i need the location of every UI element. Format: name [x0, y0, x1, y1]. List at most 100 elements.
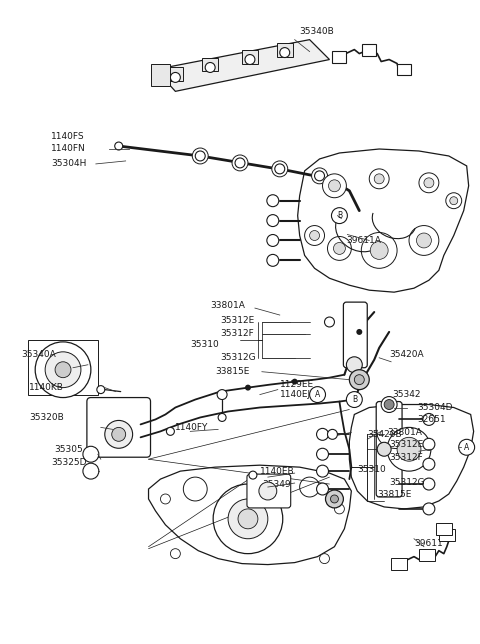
- Polygon shape: [148, 465, 351, 565]
- FancyBboxPatch shape: [343, 302, 367, 368]
- Circle shape: [335, 504, 344, 514]
- Text: 35312G: 35312G: [389, 478, 425, 487]
- Text: B: B: [337, 211, 342, 220]
- Text: 39611: 39611: [414, 539, 443, 548]
- Circle shape: [332, 207, 348, 223]
- Circle shape: [347, 357, 362, 373]
- Text: 1140FY: 1140FY: [175, 423, 209, 432]
- Text: 1129EE: 1129EE: [280, 380, 314, 389]
- Polygon shape: [298, 149, 468, 292]
- Circle shape: [275, 164, 285, 174]
- Circle shape: [361, 232, 397, 269]
- Circle shape: [205, 62, 215, 73]
- Text: 35340A: 35340A: [21, 350, 56, 359]
- Circle shape: [218, 413, 226, 421]
- Circle shape: [349, 370, 369, 390]
- Circle shape: [232, 155, 248, 171]
- Circle shape: [35, 342, 91, 397]
- Text: 35312F: 35312F: [389, 453, 423, 462]
- Text: 39611A: 39611A: [347, 236, 381, 245]
- Bar: [242, 50, 258, 64]
- Circle shape: [267, 194, 279, 207]
- Circle shape: [217, 390, 227, 399]
- Bar: [439, 529, 455, 541]
- Text: B: B: [352, 395, 357, 404]
- Circle shape: [370, 242, 388, 260]
- Circle shape: [167, 428, 174, 435]
- Circle shape: [192, 148, 208, 164]
- Circle shape: [374, 174, 384, 184]
- Circle shape: [369, 169, 389, 189]
- FancyBboxPatch shape: [376, 402, 402, 497]
- Circle shape: [170, 549, 180, 558]
- Circle shape: [267, 214, 279, 227]
- Circle shape: [423, 413, 435, 426]
- Circle shape: [272, 161, 288, 177]
- Bar: [436, 523, 452, 535]
- Circle shape: [249, 471, 257, 479]
- Circle shape: [300, 477, 320, 497]
- FancyBboxPatch shape: [247, 474, 291, 508]
- Text: 35312E: 35312E: [389, 440, 423, 449]
- Circle shape: [354, 375, 364, 384]
- Circle shape: [387, 428, 431, 471]
- Text: 35304D: 35304D: [417, 403, 453, 412]
- Text: 35312E: 35312E: [220, 316, 254, 325]
- Bar: [202, 57, 218, 71]
- Circle shape: [334, 242, 346, 254]
- Polygon shape: [349, 404, 474, 509]
- Circle shape: [419, 173, 439, 193]
- Circle shape: [356, 329, 362, 335]
- Text: 35312G: 35312G: [220, 354, 256, 363]
- Text: 33815E: 33815E: [215, 367, 250, 376]
- Text: 35305: 35305: [54, 445, 83, 454]
- Text: A: A: [315, 390, 320, 399]
- Bar: [28, 340, 98, 395]
- Bar: [362, 44, 376, 55]
- Circle shape: [316, 448, 328, 460]
- Circle shape: [183, 477, 207, 501]
- Circle shape: [228, 499, 268, 539]
- Text: 35340B: 35340B: [300, 27, 335, 36]
- Text: 32651: 32651: [417, 415, 445, 424]
- Circle shape: [423, 503, 435, 515]
- Text: 33801A: 33801A: [387, 428, 422, 437]
- Circle shape: [320, 554, 329, 564]
- Circle shape: [170, 73, 180, 82]
- Text: 35304H: 35304H: [51, 160, 86, 169]
- Circle shape: [160, 494, 170, 504]
- Circle shape: [397, 437, 421, 461]
- Circle shape: [327, 430, 337, 439]
- Circle shape: [83, 463, 99, 479]
- Text: 35420B: 35420B: [367, 430, 402, 439]
- Circle shape: [377, 442, 391, 456]
- Circle shape: [305, 225, 324, 245]
- Bar: [391, 558, 407, 569]
- Circle shape: [424, 178, 434, 188]
- Bar: [419, 549, 435, 561]
- Text: 1140FN: 1140FN: [51, 144, 86, 153]
- Circle shape: [245, 55, 255, 64]
- Circle shape: [213, 484, 283, 554]
- Circle shape: [83, 446, 99, 462]
- Circle shape: [280, 48, 290, 57]
- Circle shape: [323, 174, 347, 198]
- Circle shape: [409, 225, 439, 256]
- Circle shape: [325, 490, 343, 508]
- Text: 35420A: 35420A: [389, 350, 424, 359]
- Circle shape: [105, 421, 132, 448]
- Text: 35312F: 35312F: [220, 330, 254, 339]
- Text: 33801A: 33801A: [210, 301, 245, 310]
- Text: 35349: 35349: [262, 480, 290, 489]
- Circle shape: [245, 384, 251, 391]
- Circle shape: [310, 231, 320, 240]
- Circle shape: [115, 142, 123, 150]
- Circle shape: [328, 180, 340, 192]
- Circle shape: [45, 352, 81, 388]
- Circle shape: [259, 482, 277, 500]
- FancyBboxPatch shape: [87, 397, 151, 457]
- Text: 1140FS: 1140FS: [51, 131, 85, 140]
- Text: 35310: 35310: [357, 464, 386, 473]
- Circle shape: [446, 193, 462, 209]
- Circle shape: [384, 399, 394, 410]
